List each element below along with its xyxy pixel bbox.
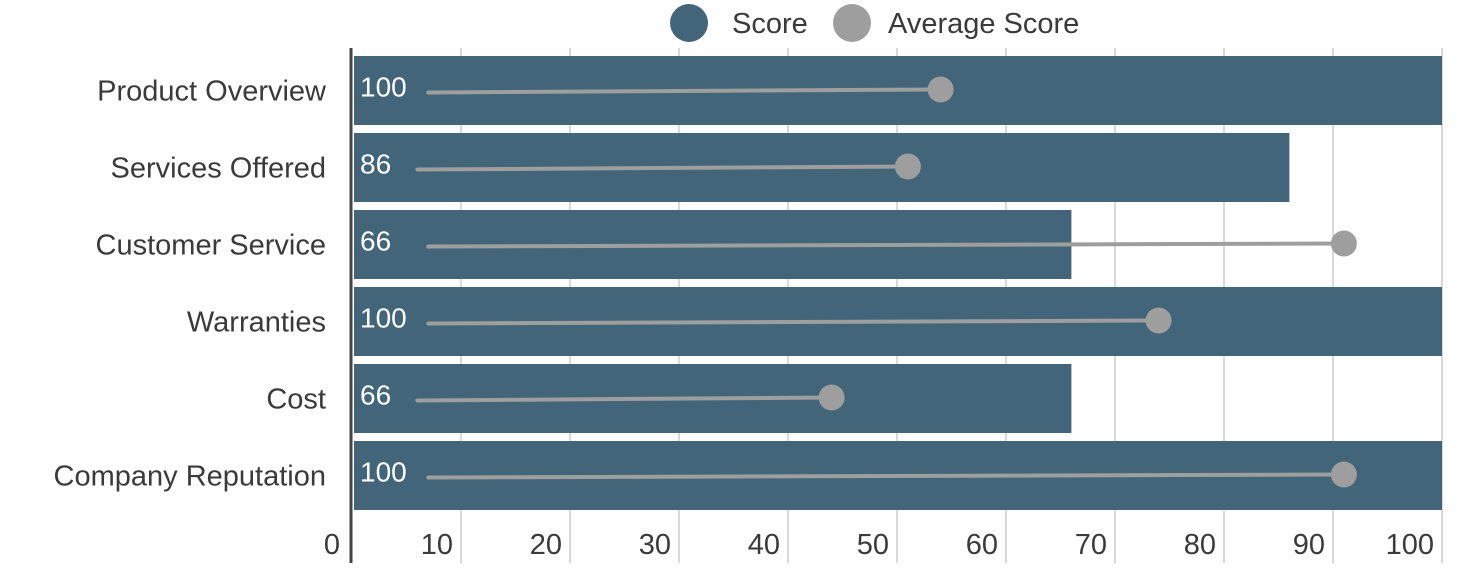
average-score-dot: [894, 153, 921, 180]
average-score-line: [426, 87, 943, 95]
x-tick-label: 60: [966, 529, 998, 561]
average-score-line: [426, 318, 1161, 326]
score-value-label: 86: [360, 149, 391, 180]
average-score-dot: [1145, 307, 1172, 334]
legend: Score Average Score: [670, 4, 1079, 42]
average-score-line: [426, 241, 1346, 249]
legend-average-label: Average Score: [888, 8, 1079, 40]
average-score-dot: [927, 76, 954, 103]
category-label: Warranties: [187, 307, 326, 339]
score-value-label: 66: [360, 226, 391, 257]
category-labels: Product Overview Services Offered Customer…: [54, 76, 328, 493]
legend-score-label: Score: [732, 8, 808, 40]
score-value-label: 66: [360, 380, 391, 411]
average-score-dot: [818, 384, 845, 411]
average-score-dot: [1330, 230, 1357, 257]
x-tick-label: 40: [748, 529, 780, 561]
score-value-label: 100: [360, 303, 407, 334]
category-label: Product Overview: [97, 76, 327, 108]
x-tick-label: 30: [639, 529, 671, 561]
x-tick-label: 70: [1075, 529, 1107, 561]
average-score-line: [426, 472, 1346, 480]
legend-average-swatch: [833, 4, 871, 42]
category-label: Customer Service: [96, 230, 326, 262]
average-score-line: [415, 395, 834, 403]
average-score-line: [415, 164, 910, 172]
x-tick-label: 10: [421, 529, 453, 561]
average-score-dot: [1330, 461, 1357, 488]
score-value-label: 100: [360, 457, 407, 488]
x-tick-label: 50: [857, 529, 889, 561]
score-value-label: 100: [360, 72, 407, 103]
value-labels: 100 86 66 100 66 100: [360, 72, 407, 488]
x-tick-label: 100: [1386, 529, 1434, 561]
legend-score-swatch: [670, 4, 708, 42]
x-tick-label: 20: [530, 529, 562, 561]
category-label: Services Offered: [111, 153, 326, 185]
average-score-markers: [415, 76, 1357, 488]
category-label: Company Reputation: [54, 461, 326, 493]
x-axis-tick-labels: 0 10 20 30 40 50 60 70 80 90 100: [324, 529, 1434, 561]
x-tick-label: 0: [324, 529, 340, 561]
category-label: Cost: [266, 384, 326, 416]
x-tick-label: 90: [1293, 529, 1325, 561]
x-tick-label: 80: [1184, 529, 1216, 561]
